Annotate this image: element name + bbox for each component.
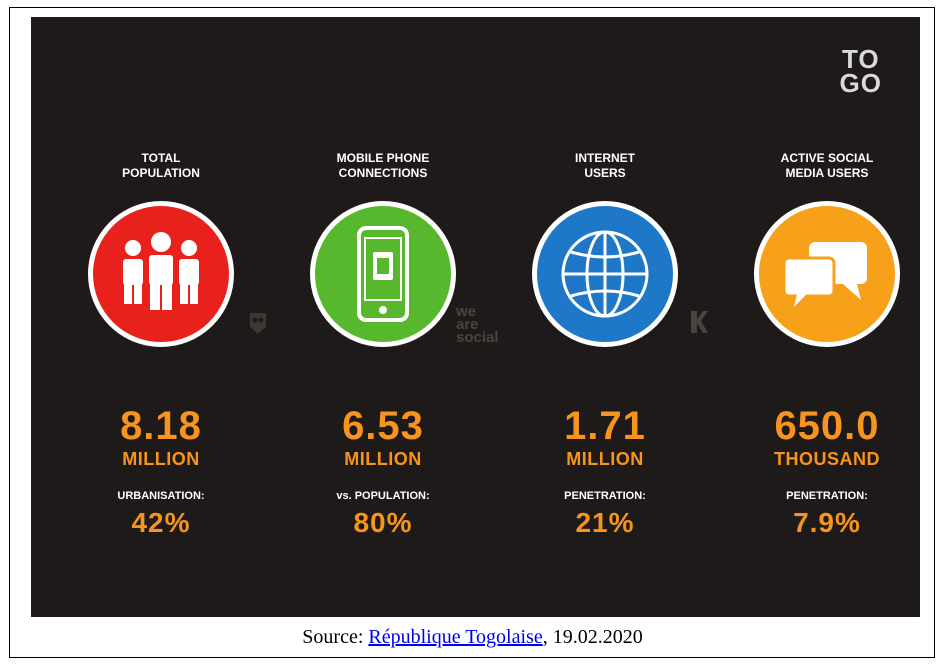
source-caption: Source: République Togolaise, 19.02.2020 [302, 626, 643, 648]
mobile-phone-icon [357, 226, 409, 322]
country-label: TO GO [839, 44, 882, 98]
stat-sub-value: 80% [353, 507, 413, 538]
stat-title: MOBILE PHONE CONNECTIONS [336, 151, 430, 180]
stat-sub-label: PENETRATION: [786, 490, 868, 502]
stat-unit: MILLION [566, 449, 644, 469]
stat-social-media-users: ACTIVE SOCIAL MEDIA USERS 650.0 THOUSAND … [727, 147, 920, 539]
stat-circle [310, 201, 456, 347]
stat-title: ACTIVE SOCIAL MEDIA USERS [780, 151, 874, 180]
kepios-logo-icon [691, 311, 708, 333]
stat-value: 6.53 [342, 404, 424, 448]
stat-unit: MILLION [122, 449, 200, 469]
stat-unit: MILLION [344, 449, 422, 469]
country-label-line-2: GO [839, 68, 882, 98]
stat-value: 8.18 [120, 404, 202, 448]
stat-title: INTERNET USERS [575, 151, 635, 180]
stat-sub-value: 21% [575, 507, 635, 538]
stat-value: 1.71 [564, 404, 646, 448]
stat-circle [88, 201, 234, 347]
stat-sub-value: 42% [131, 507, 191, 538]
stat-sub-label: URBANISATION: [117, 490, 205, 502]
stat-sub-value: 7.9% [793, 507, 861, 538]
infographic-panel: TO GO TOTAL POPULATION [31, 17, 920, 617]
globe-icon [561, 230, 649, 318]
stat-sub-label: PENETRATION: [564, 490, 646, 502]
stat-circle [532, 201, 678, 347]
we-are-social-logo: we are social [456, 303, 499, 346]
stat-unit: THOUSAND [774, 449, 880, 469]
stat-title: TOTAL POPULATION [122, 151, 200, 180]
stat-value: 650.0 [774, 404, 880, 448]
source-link[interactable]: République Togolaise [368, 626, 543, 648]
stat-internet-users: INTERNET USERS 1.71 MILLION PENETRATION: … [505, 147, 705, 539]
hootsuite-logo-icon [250, 313, 266, 334]
stat-total-population: TOTAL POPULATION 8 [61, 147, 261, 539]
people-icon [123, 232, 199, 310]
country-label-line-1: TO [841, 44, 880, 74]
speech-bubbles-icon [782, 242, 867, 317]
stat-mobile-connections: MOBILE PHONE CONNECTIONS 6.53 MILLION vs.… [283, 147, 483, 539]
stat-sub-label: vs. POPULATION: [336, 490, 430, 502]
stat-circle [754, 201, 900, 347]
